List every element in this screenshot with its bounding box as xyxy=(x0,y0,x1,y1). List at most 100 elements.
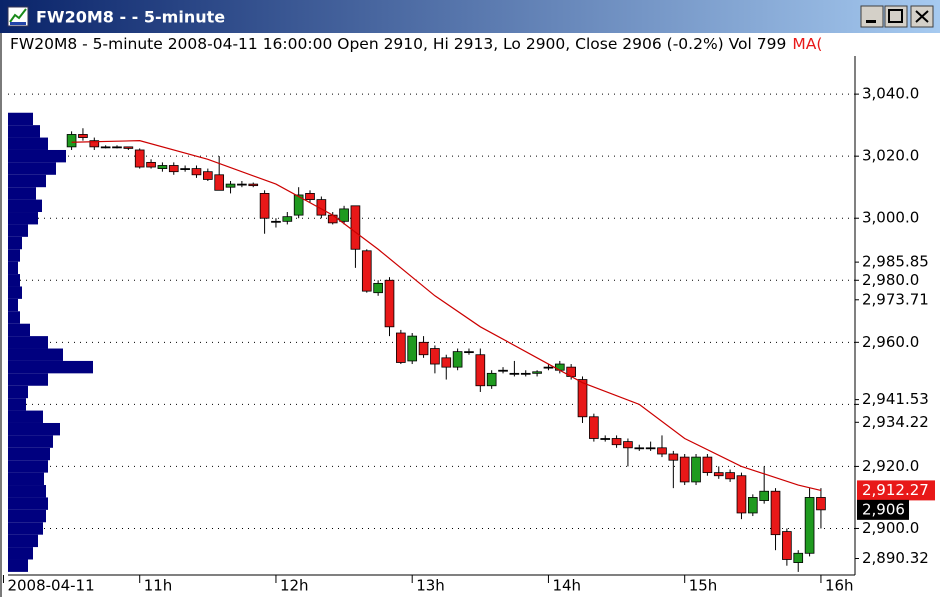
candle-body xyxy=(271,220,281,223)
candle-body xyxy=(157,165,168,169)
candle-body xyxy=(691,456,701,483)
candle-body xyxy=(225,183,236,188)
candle-body xyxy=(316,199,327,216)
candle-body xyxy=(736,475,747,514)
volume-profile-bar xyxy=(8,410,43,423)
candle-body xyxy=(509,372,520,375)
candle-body xyxy=(498,369,508,372)
candle-body xyxy=(305,193,315,201)
candle-body xyxy=(645,447,656,450)
candle-body xyxy=(123,146,134,149)
volume-profile-bar xyxy=(8,447,50,461)
candle-body xyxy=(782,531,792,560)
candle-body xyxy=(237,183,247,186)
y-tick-label: 2,900.0 xyxy=(862,519,919,537)
candle-body xyxy=(259,193,270,219)
volume-profile-bar xyxy=(8,286,22,299)
level-label: 2,985.85 xyxy=(862,253,929,271)
volume-profile-bar xyxy=(8,323,30,337)
candle-body xyxy=(611,438,622,446)
candle-body xyxy=(747,497,758,514)
volume-profile-bar xyxy=(8,385,28,399)
candle-body xyxy=(214,174,225,191)
candle-body xyxy=(361,250,372,292)
candle-body xyxy=(725,472,735,480)
candle-body xyxy=(475,354,486,387)
candle-body xyxy=(146,161,156,168)
candle-body xyxy=(327,214,338,224)
candle-body xyxy=(702,456,713,474)
ma-line xyxy=(71,140,822,491)
volume-profile-bar xyxy=(8,534,38,548)
candle-body xyxy=(66,134,77,148)
candle-body xyxy=(191,168,202,176)
chart-header: FW20M8 - 5-minute 2008-04-11 16:00:00 Op… xyxy=(10,35,822,53)
level-label: 2,890.32 xyxy=(862,549,929,567)
volume-profile-bar xyxy=(8,547,33,560)
candle-body xyxy=(339,208,349,222)
volume-profile-bar xyxy=(8,497,48,510)
candle-body xyxy=(180,168,190,170)
close-button[interactable] xyxy=(910,5,934,28)
candle-body xyxy=(78,134,88,138)
candle-body xyxy=(168,165,179,173)
volume-profile-bar xyxy=(8,435,53,448)
volume-profile-bar xyxy=(8,236,22,250)
candle-body xyxy=(486,372,497,387)
x-tick-label: 14h xyxy=(552,577,581,595)
candle-body xyxy=(577,379,588,418)
volume-profile-bar xyxy=(8,559,28,572)
candle-body xyxy=(282,216,293,222)
candle-body xyxy=(396,332,406,363)
candle-body xyxy=(293,194,304,216)
candle-body xyxy=(713,472,724,477)
candle-body xyxy=(407,335,418,362)
candle-body xyxy=(532,371,542,374)
volume-profile-bar xyxy=(8,149,66,163)
volume-profile-bar xyxy=(8,360,93,374)
y-tick-label: 2,920.0 xyxy=(862,457,919,475)
volume-profile-bar xyxy=(8,373,48,386)
volume-profile-bar xyxy=(8,187,36,200)
candle-body xyxy=(373,282,383,294)
volume-profile-bar xyxy=(8,174,46,188)
volume-profile-bar xyxy=(8,224,28,237)
y-tick-label: 2,980.0 xyxy=(862,271,919,289)
ma-last-box-label: 2,912.27 xyxy=(862,481,929,499)
plot-area: 2,900.0 2,920.0 2,960.0 2,980.0 3,000.0 3,020… xyxy=(2,85,935,595)
volume-profile-bar xyxy=(8,422,60,436)
volume-profile-bar xyxy=(8,125,40,138)
candle-body xyxy=(679,456,690,483)
volume-profile-bar xyxy=(8,212,38,225)
candle-body xyxy=(600,438,611,440)
volume-profile-bar xyxy=(8,485,46,498)
last-price-box-label: 2,906 xyxy=(862,500,905,518)
candle-body xyxy=(350,205,361,250)
minimize-button[interactable] xyxy=(860,5,884,28)
volume-profile-bar xyxy=(8,112,33,126)
candle-body xyxy=(248,183,259,187)
candle-body xyxy=(759,490,769,501)
volume-profile-bar xyxy=(8,398,26,411)
candle-body xyxy=(112,146,122,149)
volume-profile-bar xyxy=(8,137,48,150)
candle-body xyxy=(430,348,440,365)
x-tick-label: 15h xyxy=(689,577,718,595)
candle-body xyxy=(816,497,826,511)
window-frame xyxy=(0,33,2,597)
candle-body xyxy=(793,552,804,563)
candle-body xyxy=(657,447,667,455)
volume-profile-bar xyxy=(8,336,48,349)
volume-profile-bar xyxy=(8,460,48,473)
volume-profile-bar xyxy=(8,261,18,275)
volume-profile-bar xyxy=(8,199,42,213)
y-tick-label: 3,040.0 xyxy=(862,85,919,103)
window-title: FW20M8 - - 5-minute xyxy=(36,8,225,27)
x-tick-label: 2008-04-11 xyxy=(7,577,94,595)
x-tick-label: 16h xyxy=(825,577,854,595)
legend-entry: MA( xyxy=(792,35,822,53)
candle-body xyxy=(441,357,452,368)
maximize-button[interactable] xyxy=(884,5,908,28)
